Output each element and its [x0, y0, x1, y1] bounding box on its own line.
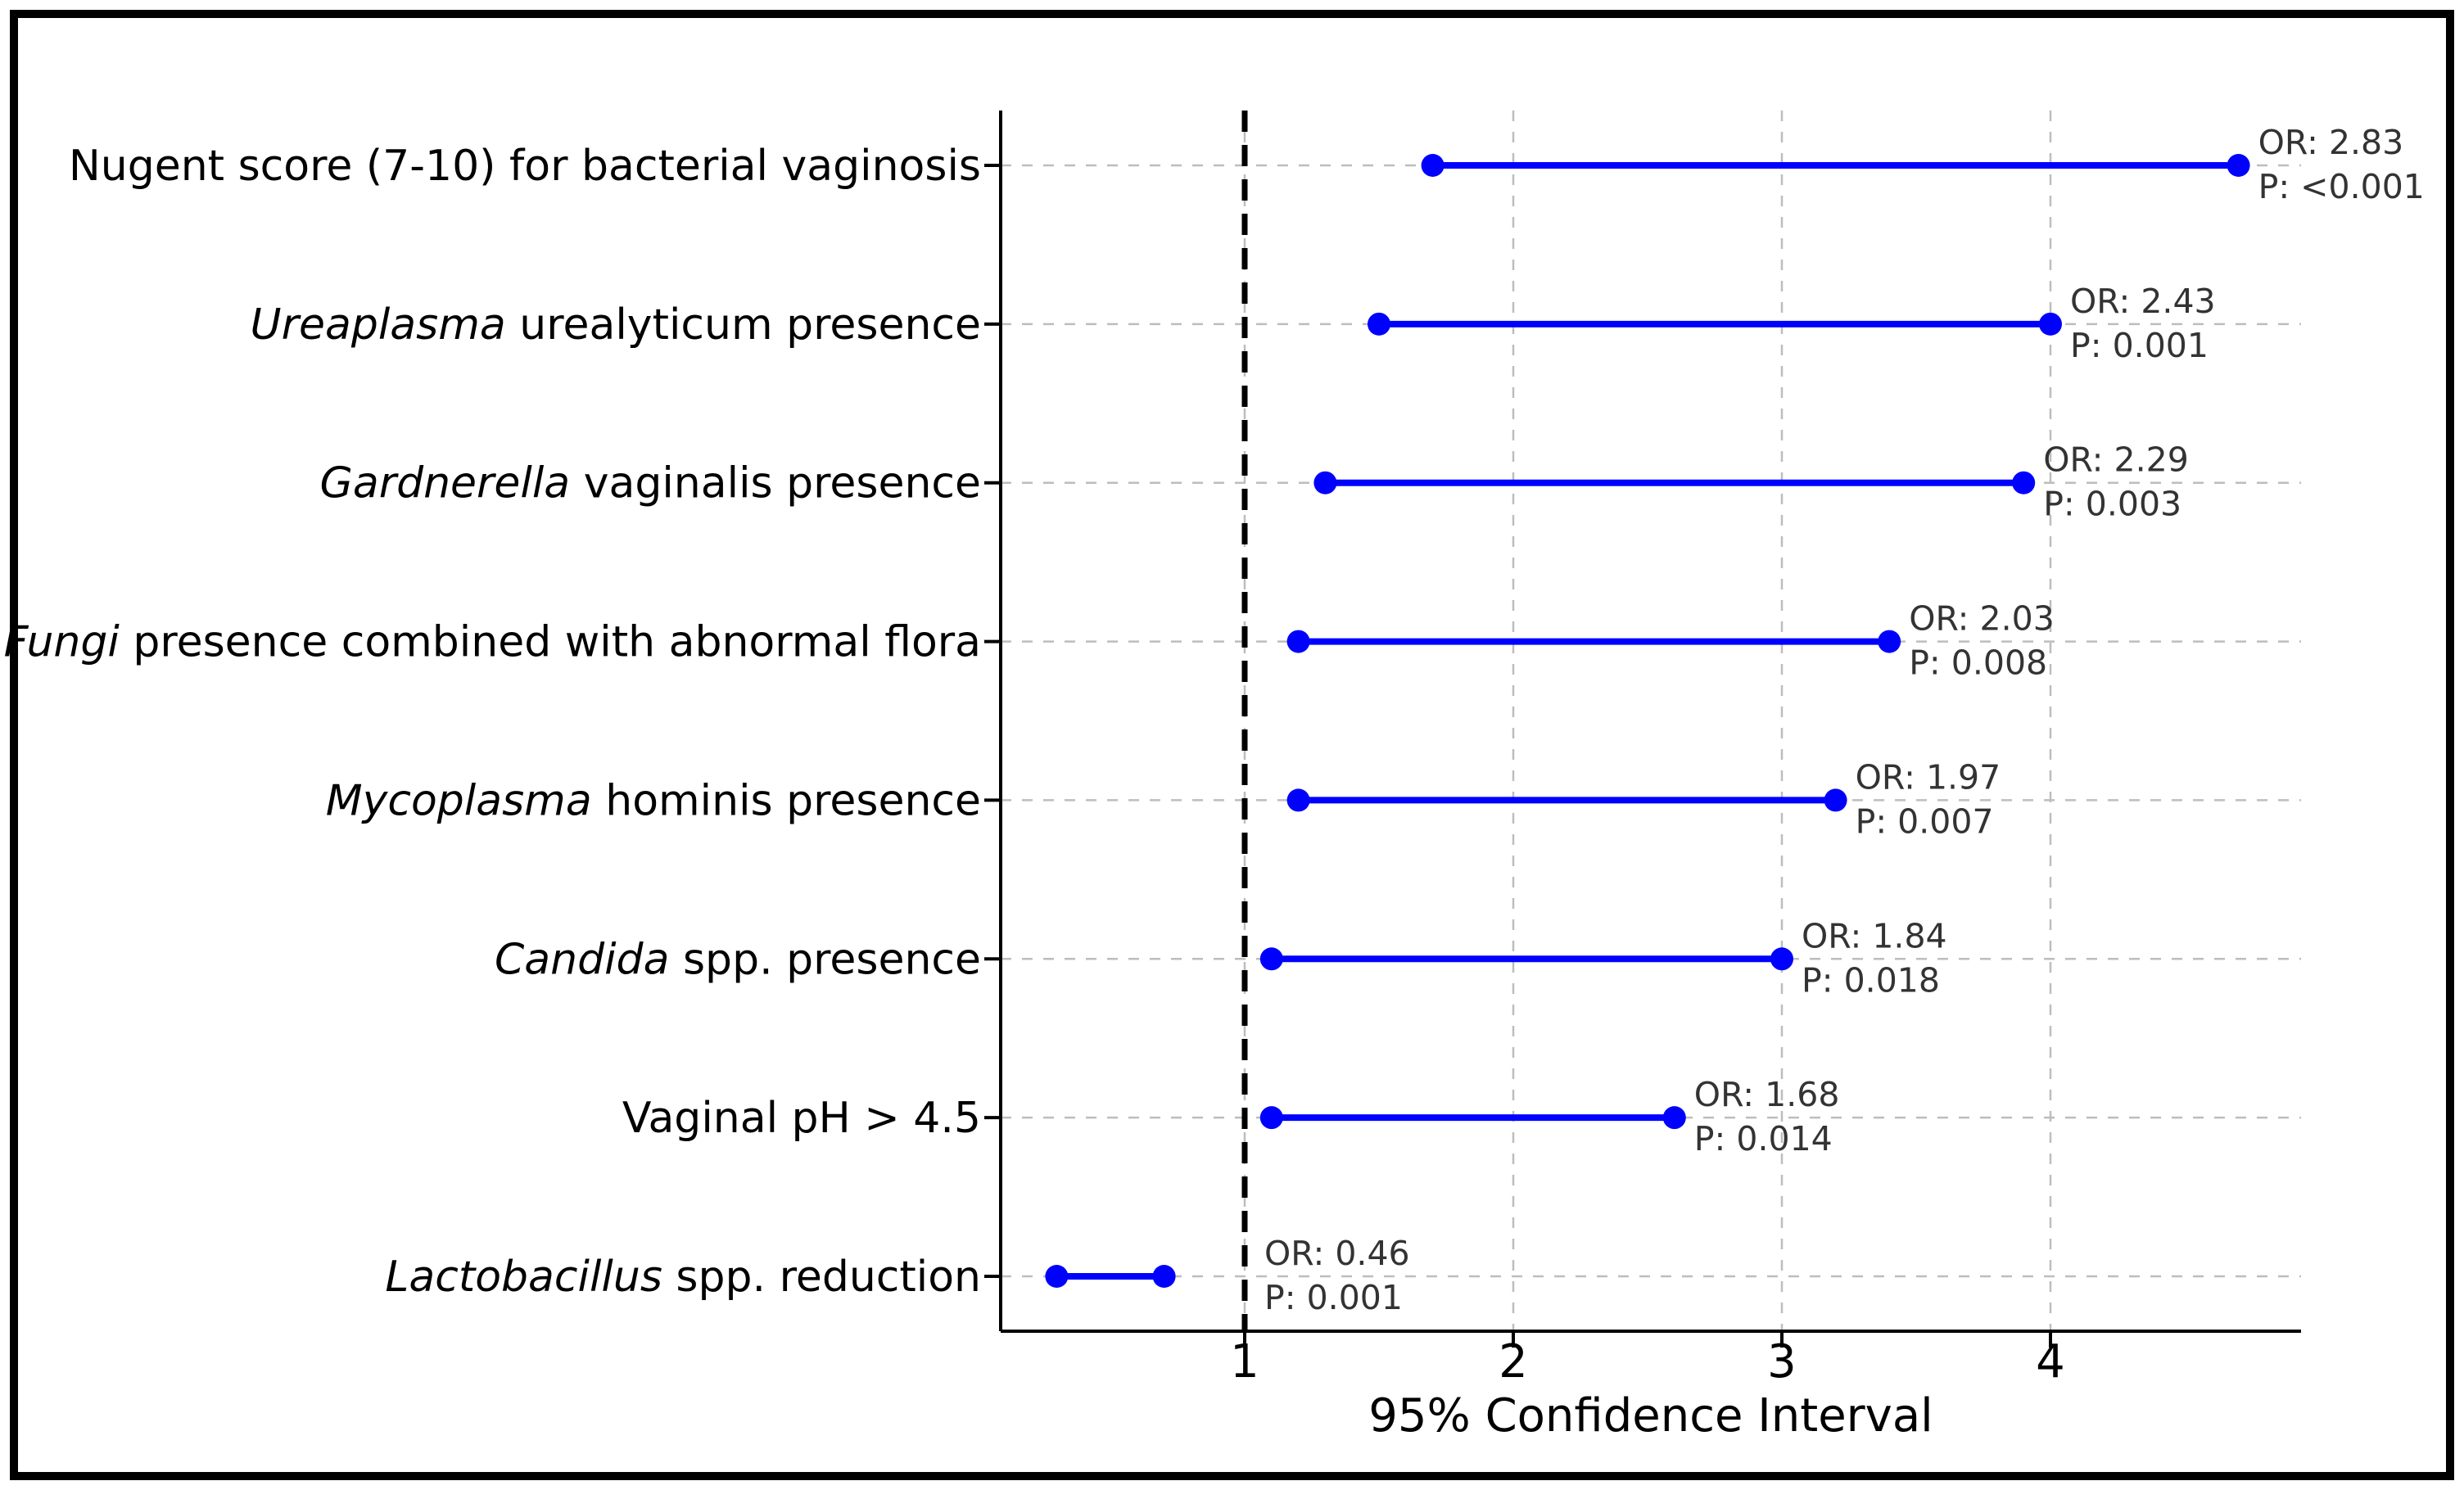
ci-endpoint-dot-high: [1824, 788, 1847, 812]
ci-endpoint-dot-low: [1368, 312, 1390, 336]
category-label: Ureaplasma urealyticum presence: [251, 300, 981, 350]
category-label: Gardnerella vaginalis presence: [320, 459, 981, 508]
ci-row: [1286, 788, 1847, 812]
or-label: OR: 2.03: [1909, 599, 2055, 639]
ci-endpoint-dot-low: [1045, 1264, 1069, 1288]
ci-row: [1259, 1106, 1686, 1130]
p-value-label: P: 0.001: [1264, 1278, 1403, 1317]
ci-endpoint-dot-low: [1421, 154, 1444, 177]
category-label: Mycoplasma hominis presence: [326, 776, 981, 825]
category-label: Candida spp. presence: [495, 935, 981, 984]
ci-endpoint-dot-low: [1313, 471, 1337, 494]
ci-endpoint-dot-low: [1259, 947, 1283, 971]
category-label: Fungi presence combined with abnormal fl…: [4, 618, 981, 667]
or-label: OR: 0.46: [1264, 1234, 1410, 1273]
category-label: Lactobacillus spp. reduction: [385, 1253, 981, 1302]
or-label: OR: 2.29: [2043, 440, 2189, 480]
or-label: OR: 1.68: [1694, 1075, 1840, 1114]
p-value-label: P: <0.001: [2258, 167, 2425, 206]
ci-row: [1045, 1264, 1176, 1288]
ci-row: [1286, 630, 1901, 653]
ci-endpoint-dot-high: [2012, 471, 2036, 494]
x-tick-label: 4: [2036, 1335, 2065, 1388]
x-tick-label: 2: [1499, 1335, 1528, 1388]
ci-endpoint-dot-high: [2039, 312, 2062, 336]
category-label: Nugent score (7-10) for bacterial vagino…: [69, 142, 981, 191]
ci-endpoint-dot-high: [1770, 947, 1793, 971]
p-value-label: P: 0.018: [1802, 960, 1940, 1000]
or-label: OR: 1.97: [1856, 757, 2001, 797]
ci-endpoint-dot-low: [1286, 630, 1310, 653]
category-label: Vaginal pH > 4.5: [622, 1094, 981, 1143]
ci-endpoint-dot-high: [1878, 630, 1901, 653]
p-value-label: P: 0.001: [2070, 326, 2209, 365]
x-axis-title: 95% Confidence Interval: [1368, 1389, 1933, 1443]
ci-endpoint-dot-high: [1152, 1264, 1176, 1288]
or-label: OR: 2.83: [2258, 123, 2404, 162]
p-value-label: P: 0.007: [1856, 801, 1994, 841]
ci-row: [1259, 947, 1793, 971]
p-value-label: P: 0.003: [2043, 485, 2181, 524]
ci-endpoint-dot-high: [1662, 1106, 1686, 1130]
ci-endpoint-dot-low: [1259, 1106, 1283, 1130]
x-tick-label: 3: [1767, 1335, 1797, 1388]
ci-row: [1313, 471, 2036, 494]
ci-endpoint-dot-high: [2227, 154, 2250, 177]
p-value-label: P: 0.014: [1694, 1119, 1833, 1158]
x-tick-label: 1: [1230, 1335, 1259, 1388]
ci-row: [1368, 312, 2062, 336]
or-label: OR: 1.84: [1802, 916, 1947, 955]
ci-row: [1421, 154, 2250, 177]
p-value-label: P: 0.008: [1909, 643, 2047, 683]
ci-endpoint-dot-low: [1286, 788, 1310, 812]
or-label: OR: 2.43: [2070, 282, 2216, 321]
